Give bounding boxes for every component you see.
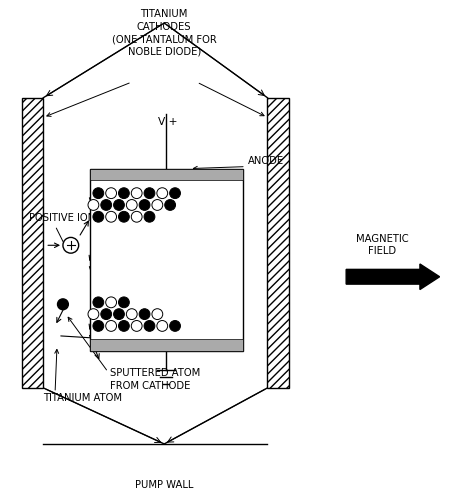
Circle shape — [88, 309, 99, 319]
Circle shape — [127, 200, 137, 211]
Circle shape — [131, 211, 142, 222]
Text: V +: V + — [158, 117, 178, 127]
Circle shape — [139, 200, 150, 211]
Circle shape — [152, 309, 163, 319]
Circle shape — [157, 320, 168, 331]
Circle shape — [93, 211, 104, 222]
Circle shape — [170, 320, 181, 331]
Text: ADSORBED
ACTIVE GAS
MOLECULE: ADSORBED ACTIVE GAS MOLECULE — [157, 228, 213, 259]
Circle shape — [144, 188, 155, 199]
Circle shape — [93, 297, 104, 308]
Circle shape — [118, 211, 129, 222]
Circle shape — [118, 320, 129, 331]
Circle shape — [127, 309, 137, 319]
Bar — [267, 98, 289, 388]
Circle shape — [131, 188, 142, 199]
Circle shape — [139, 309, 150, 319]
Circle shape — [63, 238, 79, 253]
Circle shape — [157, 188, 168, 199]
Circle shape — [106, 297, 117, 308]
Text: POSITIVE ION: POSITIVE ION — [28, 213, 95, 223]
Text: ANODE: ANODE — [248, 156, 284, 166]
Bar — [91, 339, 243, 351]
Circle shape — [93, 188, 104, 199]
Circle shape — [106, 188, 117, 199]
Text: PUMP WALL: PUMP WALL — [135, 480, 193, 491]
Circle shape — [144, 211, 155, 222]
Circle shape — [106, 211, 117, 222]
Bar — [22, 98, 43, 388]
Circle shape — [101, 309, 111, 319]
FancyArrow shape — [346, 264, 439, 289]
Bar — [91, 169, 243, 351]
Circle shape — [88, 200, 99, 211]
Text: TITANIUM
CATHODES
(ONE TANTALUM FOR
NOBLE DIODE): TITANIUM CATHODES (ONE TANTALUM FOR NOBL… — [112, 9, 217, 57]
Circle shape — [131, 320, 142, 331]
Text: TITANIUM ATOM: TITANIUM ATOM — [43, 393, 122, 403]
Circle shape — [144, 320, 155, 331]
Circle shape — [114, 200, 124, 211]
Circle shape — [106, 320, 117, 331]
Circle shape — [118, 188, 129, 199]
Circle shape — [170, 188, 181, 199]
Circle shape — [93, 320, 104, 331]
Text: MAGNETIC
FIELD: MAGNETIC FIELD — [356, 234, 409, 256]
Circle shape — [101, 200, 111, 211]
Bar — [91, 169, 243, 180]
Circle shape — [114, 309, 124, 319]
Circle shape — [165, 200, 175, 211]
Circle shape — [152, 200, 163, 211]
Circle shape — [57, 299, 68, 310]
Circle shape — [118, 297, 129, 308]
Text: SPUTTERED ATOM
FROM CATHODE: SPUTTERED ATOM FROM CATHODE — [110, 368, 201, 390]
